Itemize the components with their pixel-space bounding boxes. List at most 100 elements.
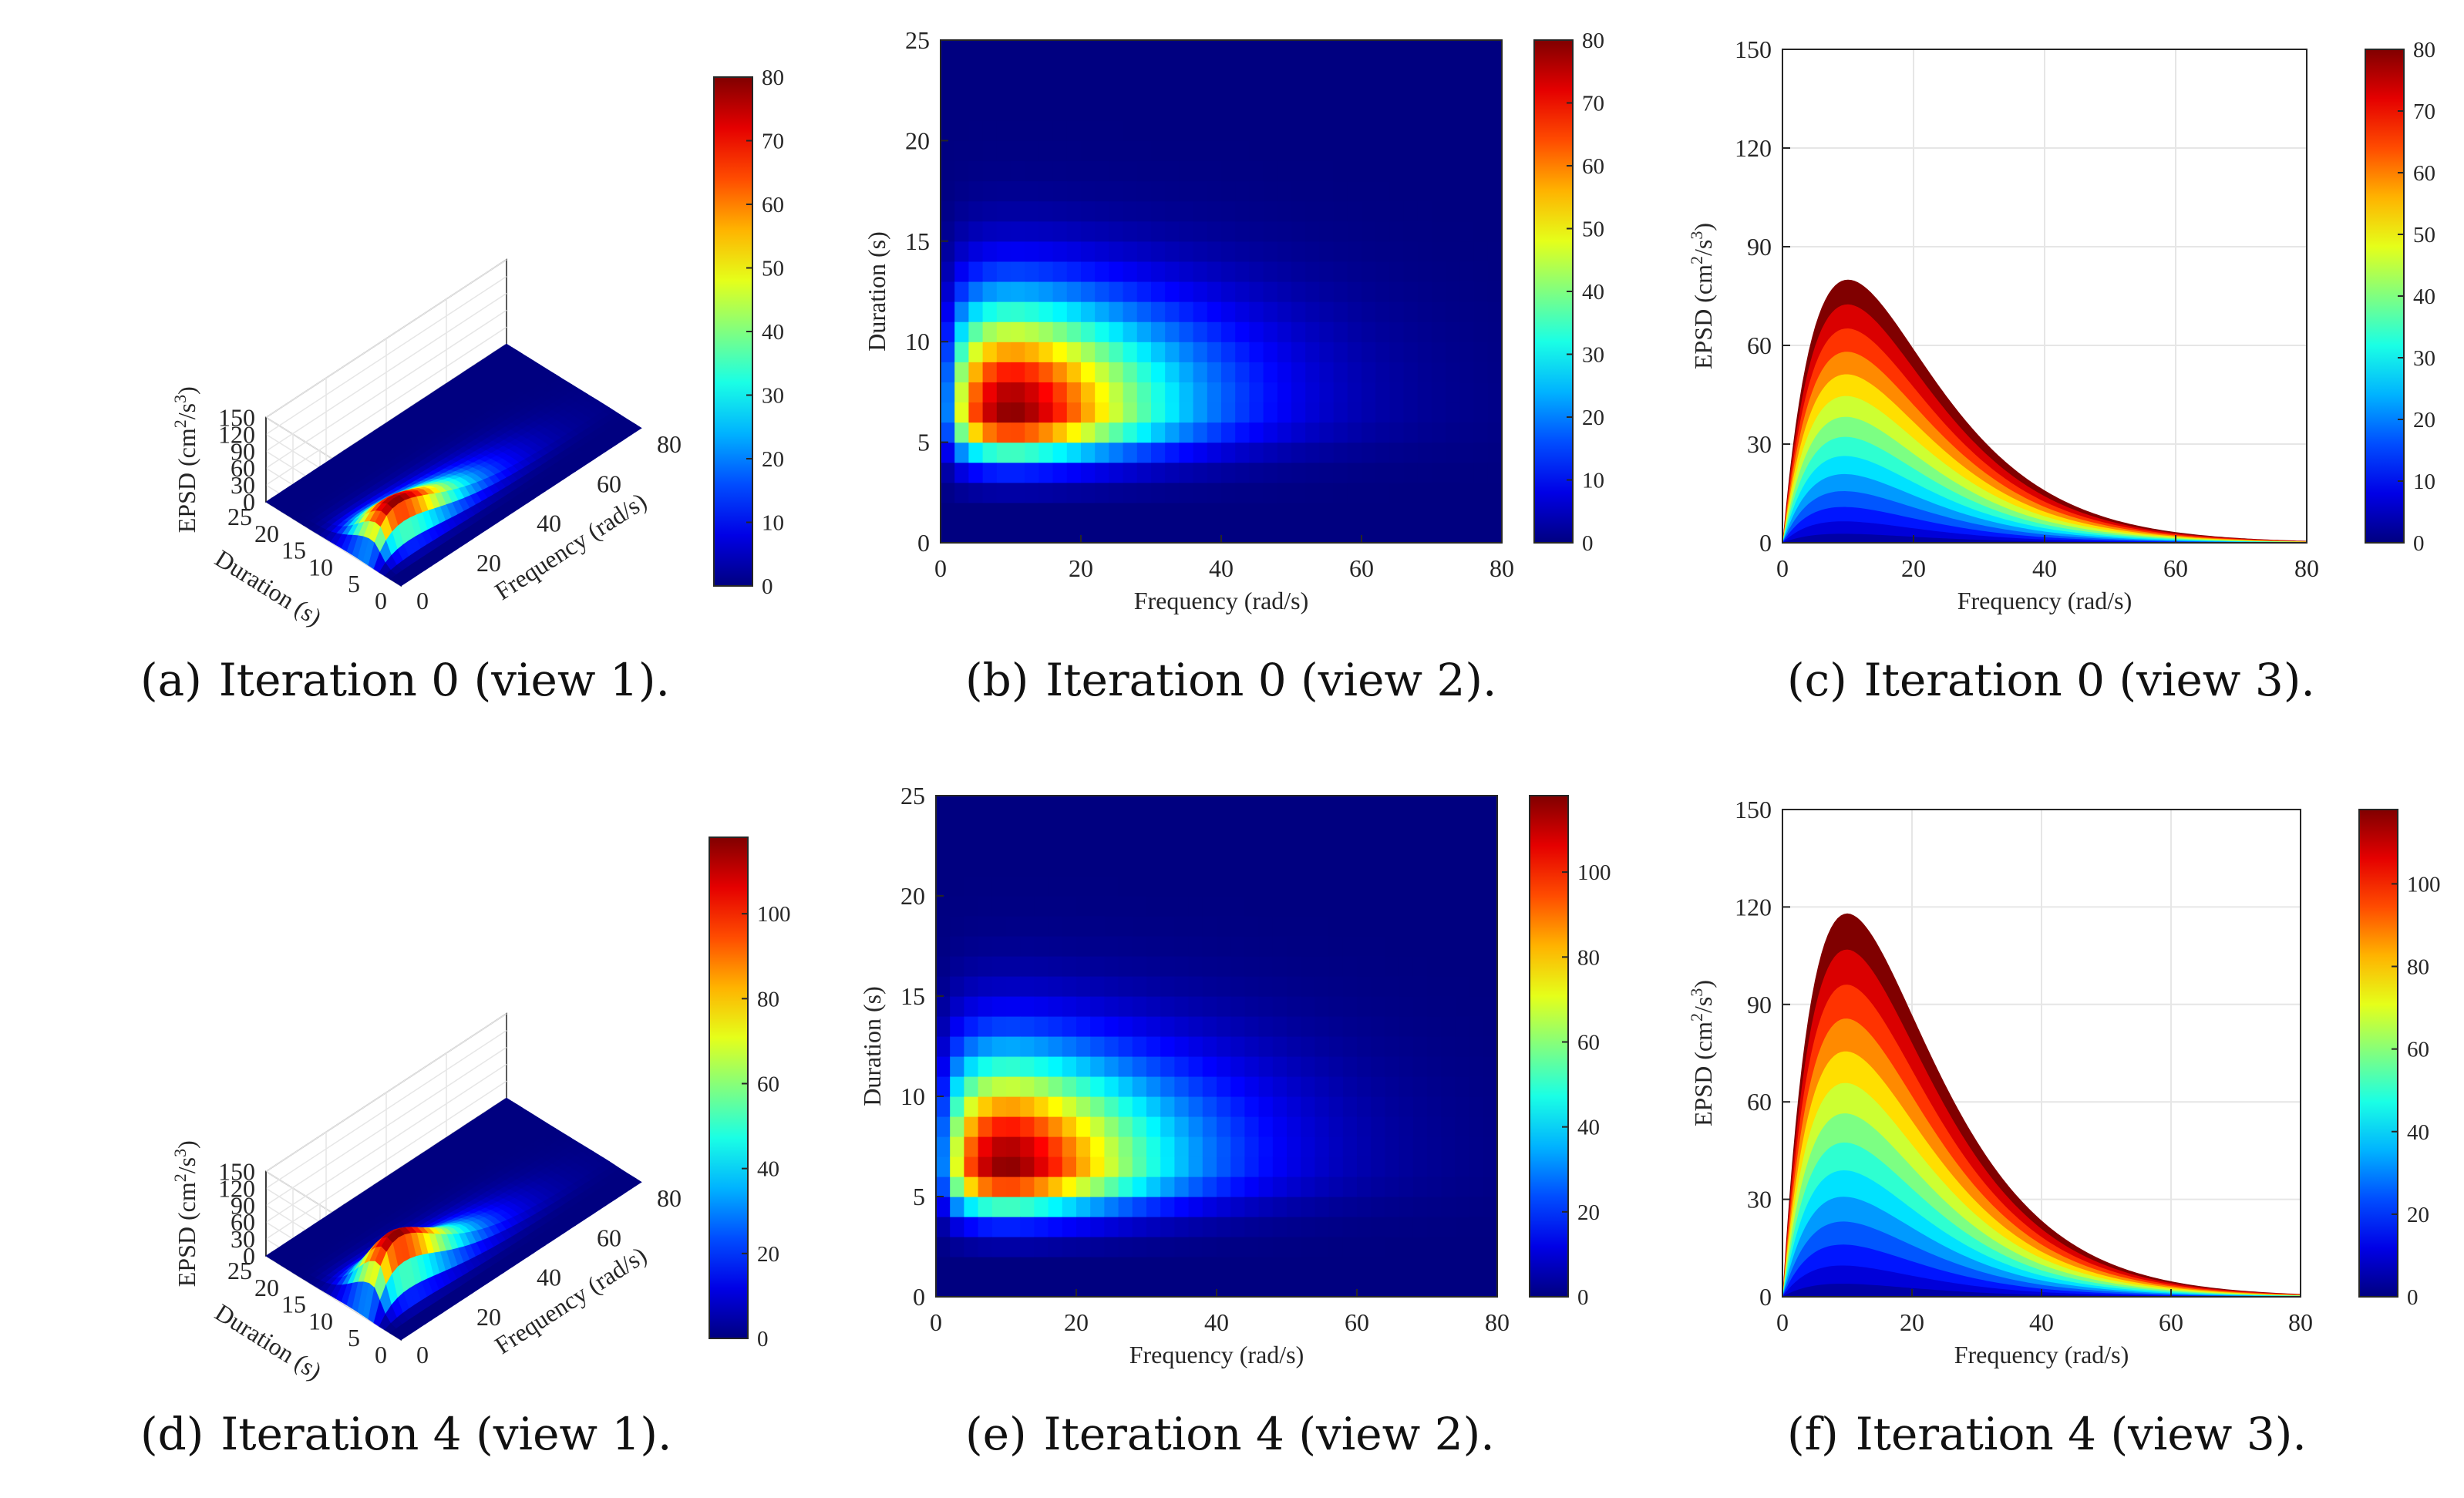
heatmap-cell [1244,956,1260,977]
heatmap-cell [1459,422,1475,443]
heatmap-cell [1244,1257,1260,1278]
heatmap-cell [1427,1197,1442,1217]
heatmap-cell [1371,1056,1385,1077]
heatmap-cell [1469,1116,1484,1137]
heatmap-cell [1165,382,1180,403]
heatmap-cell [1483,1036,1498,1057]
heatmap-cell [1006,1036,1021,1057]
heatmap-cell [1357,1056,1372,1077]
heatmap-cell [1469,1076,1484,1097]
heatmap-cell [1319,462,1335,483]
heatmap-cell [1446,140,1460,162]
heatmap-cell [1328,1136,1344,1157]
heatmap-cell [954,482,969,503]
heatmap-cell [1483,896,1498,917]
heatmap-cell [1090,856,1105,877]
heatmap-cell [1375,522,1390,544]
heatmap-cell [1090,1197,1105,1217]
heatmap-cell [1034,916,1049,937]
heatmap-cell [936,1177,951,1197]
heatmap-cell [1314,896,1330,917]
heatmap-cell [1314,976,1330,997]
heatmap-cell [1371,1116,1385,1137]
heatmap-cell [1217,816,1231,837]
heatmap-cell [1263,120,1278,141]
heatmap-cell [1034,1116,1049,1137]
heatmap-cell [1432,522,1446,544]
heatmap-cell [1118,1056,1133,1077]
heatmap-cell [1066,342,1082,362]
heatmap-cell [1446,40,1460,61]
heatmap-cell [1403,220,1419,242]
heatmap-cell [1095,462,1109,483]
heatmap-cell [1385,876,1400,897]
heatmap-cell [1277,382,1292,403]
heatmap-cell [1109,301,1124,322]
heatmap-cell [1235,160,1250,182]
heatmap-cell [1118,976,1133,997]
heatmap-cell [996,220,1012,242]
duration-tick-label: 20 [254,1274,279,1301]
heatmap-cell [1221,80,1236,101]
heatmap-cell [1314,956,1330,977]
heatmap-cell [1062,1237,1077,1257]
heatmap-cell [1301,1096,1315,1117]
heatmap-cell [1165,402,1180,423]
heatmap-cell [936,936,951,957]
heatmap-cell [1244,1197,1260,1217]
heatmap-cell [1048,1197,1063,1217]
z-tick-label: 60 [231,1208,255,1236]
heatmap-cell [1258,1257,1274,1278]
heatmap-cell [1048,896,1063,917]
heatmap-cell [1469,816,1484,837]
heatmap-cell [1081,281,1096,302]
heatmap-cell [1066,422,1082,443]
heatmap-cell [1020,976,1035,997]
heatmap-cell [1230,976,1245,997]
heatmap-cell [1446,281,1460,302]
heatmap-cell [1207,482,1222,503]
z-tick-label: 120 [218,1174,255,1202]
heatmap-cell [1305,220,1320,242]
heatmap-cell [1412,1076,1428,1097]
heatmap-cell [1006,1056,1021,1077]
heatmap-cell [1263,261,1278,282]
heatmap-cell [1066,362,1082,382]
heatmap-cell [1371,996,1385,1017]
heatmap-cell [941,40,955,61]
heatmap-cell [1263,281,1278,302]
duration-tick-label: 10 [308,1307,333,1335]
heatmap-cell [1221,261,1236,282]
heatmap-cell [950,916,964,937]
heatmap-cell [1333,40,1348,61]
heatmap-cell [1151,100,1166,121]
heatmap-cell [1328,1197,1344,1217]
heatmap-cell [978,1177,993,1197]
heatmap-cell [941,80,955,101]
heatmap-cell [1006,836,1021,857]
heatmap-cell [1319,100,1335,121]
heatmap-cell [1441,1056,1456,1077]
heatmap-cell [1052,442,1068,463]
heatmap-cell [936,856,951,877]
caption-c: (c) Iteration 0 (view 3). [1787,654,2315,706]
heatmap-cell [1305,241,1320,262]
heatmap-cell [1403,482,1419,503]
colorbar-tick-label: 80 [2407,955,2429,980]
colorbar-tick-label: 0 [2407,1285,2419,1310]
heatmap-cell [1487,200,1503,222]
heatmap-cell [1277,502,1292,523]
heatmap-cell [1333,180,1348,202]
heatmap-cell [1417,402,1432,423]
heatmap-cell [1399,996,1414,1017]
heatmap-cell [1207,382,1222,403]
heatmap-cell [941,462,955,483]
heatmap-cell [1487,301,1503,322]
heatmap-cell [1314,1277,1330,1298]
heatmap-cell [1483,1277,1498,1298]
heatmap-cell [1174,976,1190,997]
heatmap-cell [1347,160,1362,182]
heatmap-cell [1305,522,1320,544]
heatmap-cell [1272,1217,1288,1237]
